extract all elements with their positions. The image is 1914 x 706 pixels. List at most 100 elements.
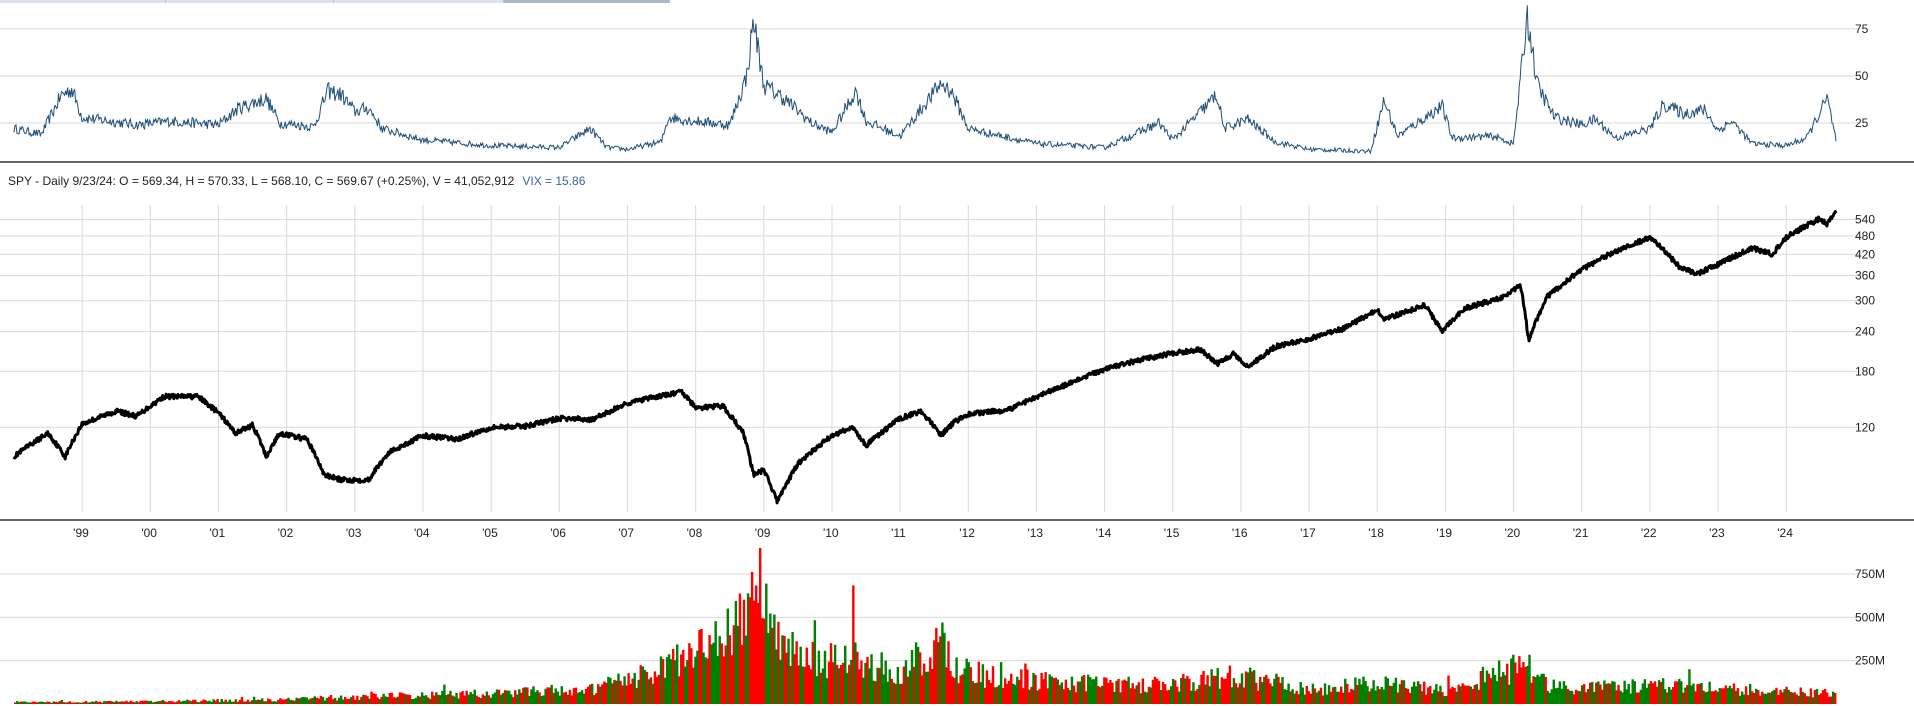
volume-bar bbox=[718, 636, 721, 704]
volume-bar bbox=[1477, 689, 1481, 704]
volume-bar bbox=[858, 669, 861, 704]
volume-bar bbox=[374, 693, 377, 704]
volume-bar bbox=[1461, 683, 1464, 704]
volume-bar bbox=[1827, 696, 1831, 704]
volume-bar bbox=[627, 673, 630, 704]
volume-bar bbox=[1188, 678, 1191, 704]
volume-bar bbox=[1048, 674, 1051, 704]
volume-bar bbox=[690, 648, 693, 704]
year-tick-label: '11 bbox=[891, 526, 906, 540]
volume-bar bbox=[1418, 684, 1422, 704]
volume-bar bbox=[362, 694, 365, 704]
volume-bar bbox=[273, 701, 276, 704]
volume-bar bbox=[26, 702, 29, 704]
volume-bar bbox=[1591, 681, 1594, 704]
volume-bar bbox=[1242, 687, 1246, 704]
volume-bar bbox=[1050, 676, 1053, 704]
volume-bar bbox=[400, 692, 404, 704]
volume-bar bbox=[109, 700, 112, 704]
volume-bar bbox=[973, 683, 977, 704]
volume-bar bbox=[481, 694, 485, 704]
volume-bar bbox=[194, 699, 197, 704]
volume-bar bbox=[532, 686, 535, 704]
tab-2[interactable] bbox=[166, 0, 334, 3]
volume-bar bbox=[597, 684, 600, 704]
volume-bar bbox=[404, 694, 408, 704]
volume-bar bbox=[354, 699, 357, 704]
volume-bar bbox=[1250, 671, 1254, 704]
volume-bar bbox=[777, 621, 780, 704]
volume-bar bbox=[716, 656, 719, 704]
volume-bar bbox=[1493, 675, 1497, 704]
volume-bar bbox=[269, 699, 272, 704]
volume-bar bbox=[1309, 693, 1313, 704]
volume-bar bbox=[155, 701, 159, 704]
volume-bar bbox=[900, 683, 904, 704]
volume-bar bbox=[1406, 689, 1410, 704]
volume-bar bbox=[48, 702, 51, 704]
volume-bar bbox=[801, 666, 804, 704]
volume-bar bbox=[214, 700, 217, 704]
volume-bar bbox=[692, 667, 695, 704]
volume-bar bbox=[1783, 689, 1786, 704]
volume-bar bbox=[94, 700, 98, 704]
volume-bar bbox=[710, 644, 713, 704]
volume-bar bbox=[931, 669, 934, 704]
volume-bar bbox=[730, 655, 734, 704]
volume-bar bbox=[789, 666, 792, 704]
volume-bar bbox=[339, 695, 343, 704]
volume-bar bbox=[744, 635, 748, 704]
volume-bar bbox=[16, 701, 19, 704]
volume-bar bbox=[475, 695, 478, 704]
volume-bar bbox=[1532, 676, 1535, 704]
volume-bar bbox=[1463, 685, 1466, 704]
volume-bar bbox=[603, 681, 606, 704]
volume-bar bbox=[933, 640, 936, 704]
volume-bar bbox=[1052, 678, 1055, 704]
volume-bar bbox=[64, 702, 68, 704]
volume-bar bbox=[267, 698, 270, 704]
volume-bar bbox=[1010, 673, 1013, 704]
volume-bar bbox=[157, 701, 161, 704]
volume-bar bbox=[236, 701, 240, 704]
volume-bar bbox=[860, 660, 863, 704]
volume-bar bbox=[1394, 677, 1398, 704]
volume-bar bbox=[1524, 667, 1527, 704]
volume-bar bbox=[167, 701, 171, 704]
volume-bar bbox=[291, 700, 294, 704]
tab-1[interactable] bbox=[0, 0, 166, 3]
volume-bar bbox=[1321, 695, 1325, 704]
volume-bar bbox=[1510, 658, 1513, 704]
volume-bar bbox=[1202, 670, 1205, 704]
volume-bar bbox=[1542, 673, 1545, 704]
tab-4[interactable] bbox=[504, 0, 670, 3]
volume-bar bbox=[422, 695, 426, 704]
volume-bar bbox=[1042, 679, 1045, 704]
volume-bar bbox=[1214, 675, 1217, 704]
volume-bar bbox=[36, 702, 39, 704]
volume-bar bbox=[1674, 681, 1677, 704]
volume-bar bbox=[756, 602, 760, 704]
volume-bar bbox=[396, 696, 400, 704]
volume-bar bbox=[1342, 692, 1345, 704]
volume-bar bbox=[1753, 693, 1756, 704]
year-tick-label: '18 bbox=[1368, 526, 1384, 540]
volume-bar bbox=[414, 697, 418, 704]
volume-bar bbox=[228, 699, 232, 704]
volume-bar bbox=[1095, 676, 1098, 704]
volume-bar bbox=[507, 690, 511, 704]
volume-bar bbox=[1560, 688, 1564, 704]
volume-bar bbox=[18, 702, 21, 704]
volume-bar bbox=[1720, 688, 1724, 704]
volume-bar bbox=[287, 697, 290, 704]
volume-bar bbox=[987, 680, 991, 704]
tab-3[interactable] bbox=[334, 0, 504, 3]
volume-bar bbox=[823, 650, 827, 704]
volume-bar bbox=[1068, 690, 1072, 704]
price-series-line bbox=[12, 210, 1838, 505]
volume-bar bbox=[1750, 691, 1754, 704]
volume-bar bbox=[1315, 692, 1319, 704]
volume-bar bbox=[335, 700, 339, 704]
volume-bar bbox=[364, 695, 367, 704]
volume-bar bbox=[1313, 688, 1317, 704]
